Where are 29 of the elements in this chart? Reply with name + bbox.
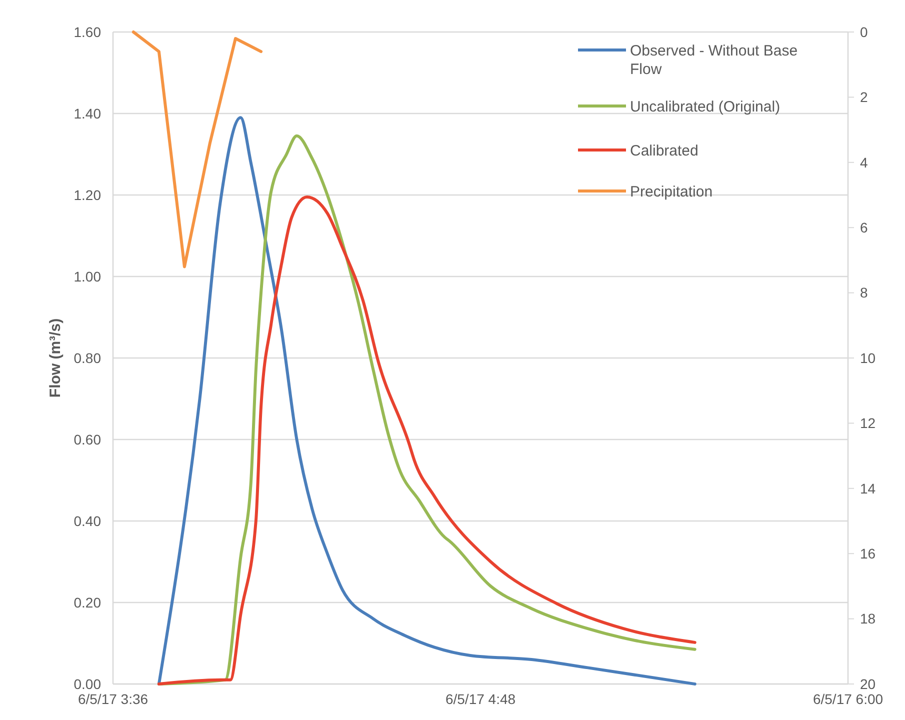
y-tick-label: 1.60 (74, 24, 102, 40)
y2-tick-label: 8 (860, 284, 868, 301)
y-tick-label: 0.20 (74, 594, 102, 610)
y2-tick-label: 6 (860, 220, 868, 236)
x-tick-label: 6/5/17 3:36 (78, 691, 148, 707)
legend-label: Uncalibrated (Original) (630, 98, 780, 116)
y2-tick-label: 12 (860, 415, 876, 432)
y2-tick-label: 16 (860, 546, 876, 562)
legend-label: Observed - Without Base Flow (630, 42, 798, 78)
x-tick-label: 6/5/17 6:00 (812, 691, 884, 707)
y2-tick-label: 2 (860, 89, 868, 106)
y2-tick-label: 0 (860, 24, 868, 40)
legend-label: Calibrated (630, 142, 698, 160)
x-tick-label: 6/5/17 4:48 (445, 691, 516, 707)
y-axis-title: Flow (m³/s) (47, 318, 64, 398)
y-tick-label: 1.40 (74, 105, 102, 122)
y-tick-label: 0.40 (74, 512, 102, 529)
legend-label: Precipitation (630, 183, 713, 200)
y-tick-label: 1.00 (74, 268, 102, 284)
line-series (132, 30, 263, 268)
y2-tick-label: 20 (860, 676, 876, 692)
y2-tick-label: 4 (860, 154, 868, 170)
y-tick-label: 0.60 (74, 431, 102, 448)
y-tick-label: 0.00 (74, 676, 102, 692)
y2-tick-label: 18 (860, 610, 876, 627)
y2-tick-label: 14 (860, 480, 876, 496)
y-tick-label: 1.20 (74, 186, 102, 203)
y-tick-label: 0.80 (74, 350, 102, 366)
y2-tick-label: 10 (860, 350, 876, 366)
